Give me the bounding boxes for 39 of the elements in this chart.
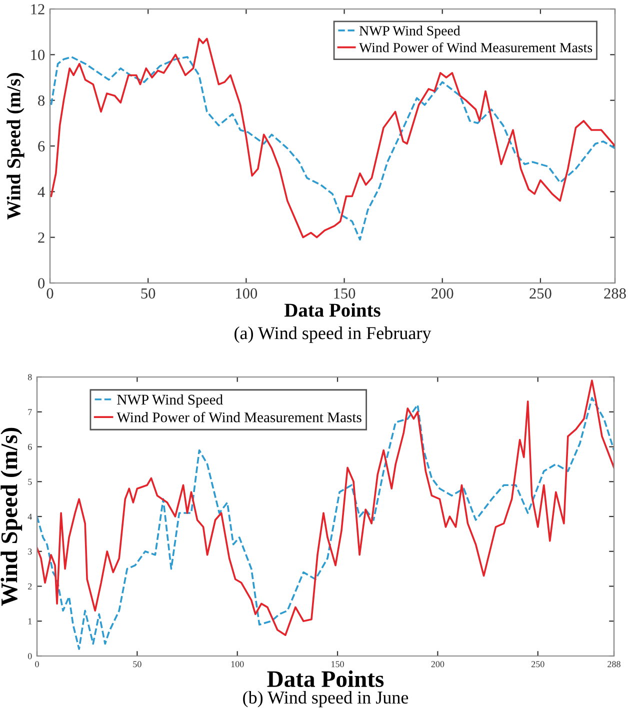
y-tick-label: 5 xyxy=(28,478,32,485)
x-axis-title: Data Points xyxy=(267,670,384,688)
y-tick-label: 0 xyxy=(28,653,32,660)
y-tick-label: 8 xyxy=(38,95,45,106)
y-tick-label: 2 xyxy=(28,583,32,590)
y-tick-label: 1 xyxy=(28,618,32,624)
x-tick-label: 250 xyxy=(530,288,552,299)
x-tick-label: 288 xyxy=(604,288,626,299)
y-axis-title: Wind Speed (m/s) xyxy=(0,428,22,606)
x-tick-label: 50 xyxy=(141,288,156,299)
x-tick-label: 150 xyxy=(332,661,344,668)
y-tick-label: 12 xyxy=(31,4,44,14)
y-tick-label: 4 xyxy=(28,514,32,520)
y-tick-label: 0 xyxy=(38,278,45,288)
y-tick-label: 7 xyxy=(28,409,32,416)
y-tick-label: 10 xyxy=(31,50,45,60)
legend-label: Wind Power of Wind Measurement Masts xyxy=(116,412,362,422)
y-tick-label: 8 xyxy=(28,374,32,380)
y-tick-label: 4 xyxy=(38,186,45,197)
text: (b) Wind speed in June xyxy=(243,690,408,708)
x-tick-label: 200 xyxy=(432,288,454,299)
x-tick-label: 200 xyxy=(431,661,444,668)
y-axis-title: Wind Speed (m/s) xyxy=(6,73,24,220)
y-tick-label: 2 xyxy=(38,232,44,243)
x-tick-label: 100 xyxy=(231,661,244,668)
x-tick-label: 150 xyxy=(334,288,356,299)
x-tick-label: 250 xyxy=(531,661,544,668)
y-tick-label: 6 xyxy=(28,444,32,450)
legend-label: NWP Wind Speed xyxy=(359,26,460,38)
y-tick-label: 3 xyxy=(28,548,32,555)
legend-label: Wind Power of Wind Measurement Masts xyxy=(359,42,592,52)
x-axis-title: Data Points xyxy=(284,303,380,317)
x-tick-label: 50 xyxy=(133,661,142,668)
y-tick-label: 6 xyxy=(38,141,45,152)
x-tick-label: 0 xyxy=(46,288,54,299)
x-tick-label: 100 xyxy=(236,288,258,299)
legend-label: NWP Wind Speed xyxy=(117,394,223,408)
x-tick-label: 288 xyxy=(608,661,620,668)
text: (a) Wind speed in February xyxy=(234,326,432,343)
